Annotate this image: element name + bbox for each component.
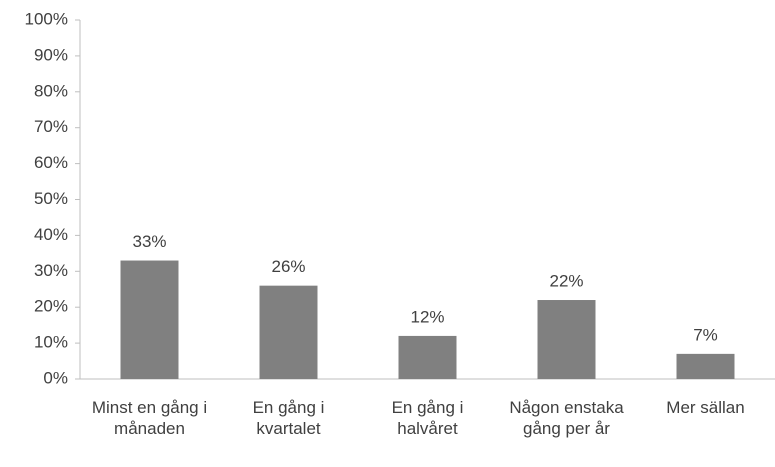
bar: [398, 335, 457, 379]
y-tick-label: 100%: [25, 9, 68, 28]
x-tick-label: En gång i halvåret: [391, 398, 464, 438]
y-tick-label: 0%: [43, 368, 68, 387]
bar: [676, 353, 735, 379]
data-label: 12%: [410, 307, 444, 326]
data-label: 7%: [693, 325, 718, 344]
y-tick-label: 60%: [34, 153, 68, 172]
x-tick-label: En gång i kvartalet: [252, 398, 325, 438]
bar: [259, 285, 318, 379]
y-tick-label: 30%: [34, 261, 68, 280]
data-label: 33%: [132, 232, 166, 251]
data-label: 26%: [271, 257, 305, 276]
y-tick-label: 90%: [34, 45, 68, 64]
y-tick-label: 10%: [34, 333, 68, 352]
bar: [120, 260, 179, 379]
y-tick-label: 40%: [34, 225, 68, 244]
x-tick-label: Någon enstaka gång per år: [509, 398, 624, 438]
x-tick-label: Mer sällan: [666, 398, 745, 417]
data-label: 22%: [549, 272, 583, 291]
y-tick-label: 50%: [34, 189, 68, 208]
y-tick-label: 80%: [34, 81, 68, 100]
y-tick-label: 70%: [34, 117, 68, 136]
bar: [537, 300, 596, 379]
y-tick-label: 20%: [34, 297, 68, 316]
x-tick-label: Minst en gång i månaden: [91, 398, 208, 438]
